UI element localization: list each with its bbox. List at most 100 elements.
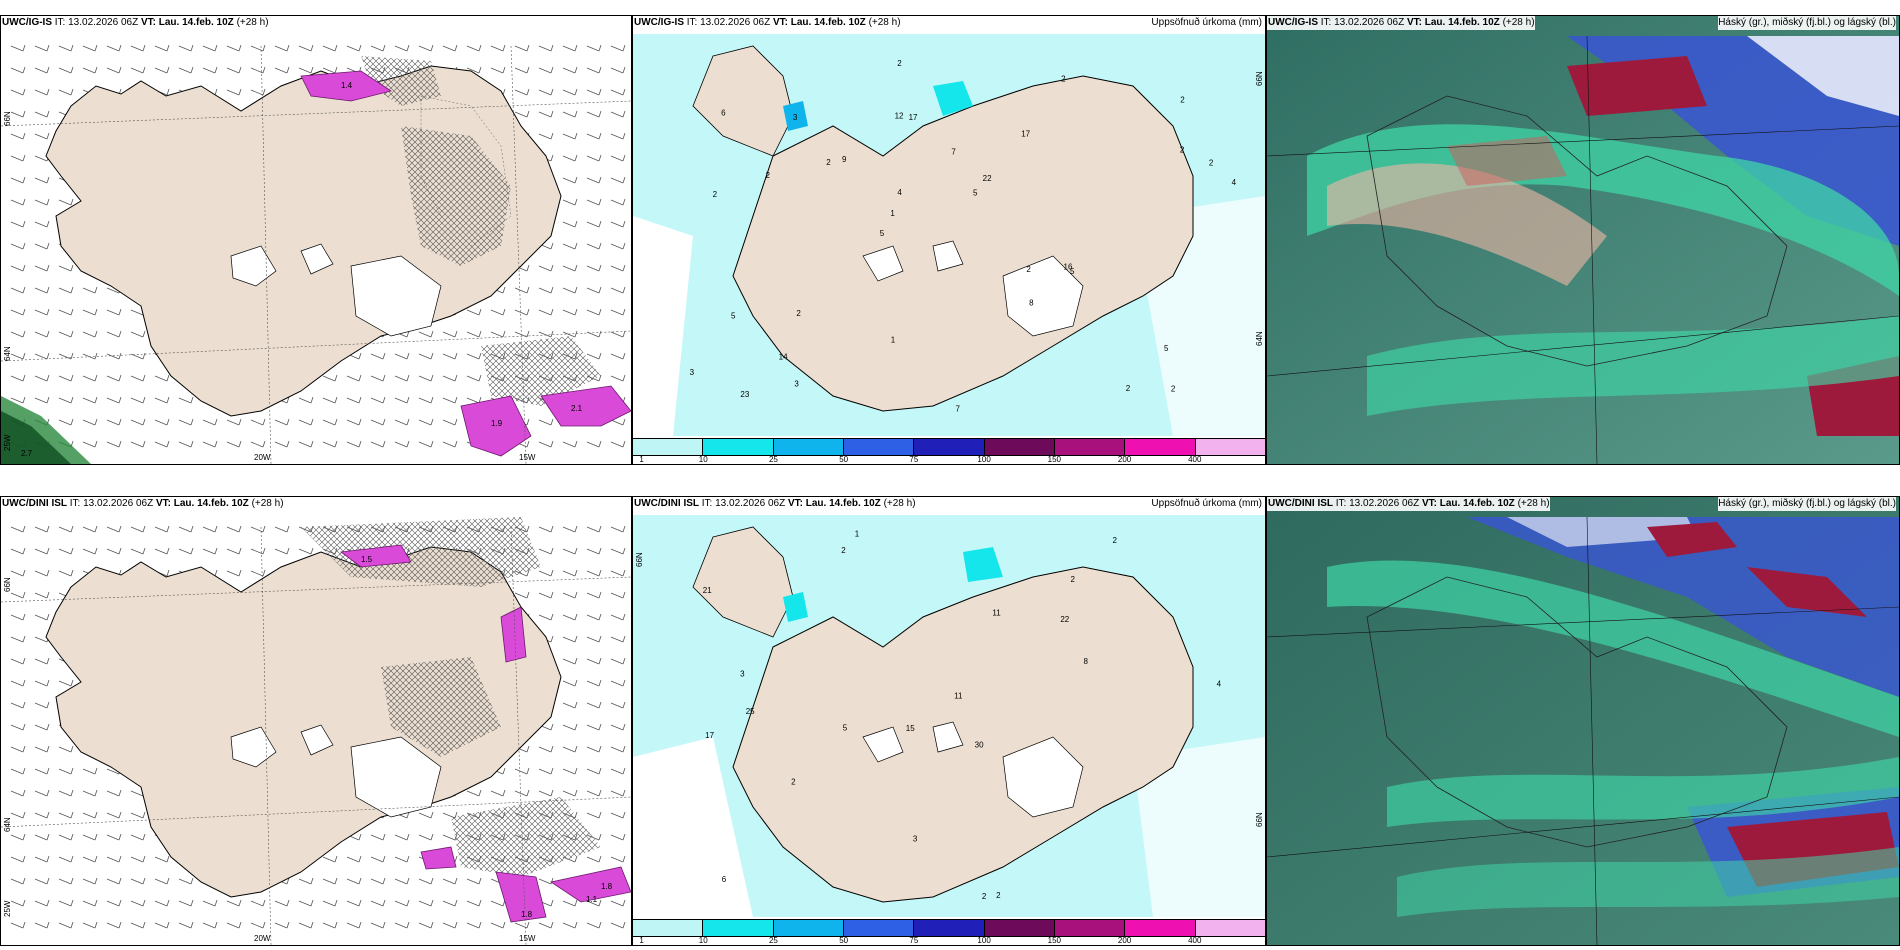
wind-barb-flag	[382, 440, 386, 448]
wind-barb-flag	[166, 88, 170, 96]
lat-label: 25W	[3, 434, 12, 451]
wind-barb	[82, 45, 96, 52]
wind-barb	[610, 221, 624, 228]
wind-barb	[442, 375, 456, 382]
wind-barb	[562, 111, 576, 118]
wind-barb-flag	[118, 352, 122, 360]
wind-barb	[586, 702, 600, 709]
wind-barb-flag	[574, 264, 578, 272]
wind-barb-flag	[166, 525, 170, 533]
wind-barb-flag	[598, 352, 602, 360]
wind-barb-flag	[310, 899, 314, 907]
wind-barb-flag	[454, 352, 458, 360]
wind-barb	[82, 922, 96, 929]
wind-barb-flag	[22, 767, 26, 775]
wind-barb-flag	[430, 352, 434, 360]
wind-barb-flag	[526, 286, 530, 294]
wind-barb	[610, 592, 624, 599]
wind-barb	[34, 221, 48, 228]
wind-barb	[562, 790, 576, 797]
wind-barb-flag	[598, 440, 602, 448]
wind-barb-flag	[166, 66, 170, 74]
precip-value: 30	[975, 741, 984, 750]
wind-barb-flag	[478, 899, 482, 907]
precip-value: 3	[913, 835, 918, 844]
wind-barb-flag	[550, 286, 554, 294]
wind-barb-flag	[118, 547, 122, 555]
wind-barb-flag	[214, 440, 218, 448]
legend-tick: 75	[909, 936, 919, 945]
wind-barb-flag	[22, 176, 26, 184]
wind-barb-flag	[22, 132, 26, 140]
wind-barb	[442, 922, 456, 929]
wind-barb	[298, 441, 312, 448]
wind-barb	[562, 768, 576, 775]
wind-barb-flag	[358, 352, 362, 360]
wind-barb-flag	[574, 88, 578, 96]
wind-barb-flag	[70, 767, 74, 775]
wind-barb	[274, 419, 288, 426]
wind-barb-flag	[526, 330, 530, 338]
wind-barb	[106, 287, 120, 294]
wind-barb-flag	[334, 921, 338, 929]
wind-barb-flag	[214, 418, 218, 426]
wind-barb	[538, 111, 552, 118]
panel-clouds-bottom: UWC/DINI ISL IT: 13.02.2026 06Z VT: Lau.…	[1266, 496, 1900, 946]
wind-barb	[394, 419, 408, 426]
wind-barb-flag	[46, 767, 50, 775]
wind-barb-flag	[382, 855, 386, 863]
wind-barb	[610, 570, 624, 577]
wind-barb	[442, 441, 456, 448]
wind-barb-flag	[550, 921, 554, 929]
precip-value: 1	[891, 336, 896, 345]
wind-barb-flag	[190, 877, 194, 885]
wind-barb	[106, 67, 120, 74]
wind-barb	[226, 419, 240, 426]
wind-barb	[466, 922, 480, 929]
precip-value: 1	[855, 530, 860, 539]
wind-barb-flag	[22, 833, 26, 841]
wind-barb	[34, 243, 48, 250]
precip-value: 17	[909, 113, 918, 122]
wind-barb-flag	[622, 198, 626, 206]
wind-barb-flag	[406, 855, 410, 863]
wind-barb	[538, 45, 552, 52]
wind-barb-flag	[214, 921, 218, 929]
wind-barb-flag	[22, 899, 26, 907]
wind-barb	[490, 790, 504, 797]
wind-barb	[58, 397, 72, 404]
wind-barb	[538, 746, 552, 753]
wind-barb	[418, 900, 432, 907]
wind-barb	[586, 526, 600, 533]
wind-barb	[34, 309, 48, 316]
wind-barb	[10, 900, 24, 907]
wind-barb-flag	[190, 899, 194, 907]
wind-barb	[226, 67, 240, 74]
wind-barb	[586, 680, 600, 687]
wind-barb	[226, 45, 240, 52]
wind-barb-flag	[574, 899, 578, 907]
wind-barb-flag	[550, 899, 554, 907]
wind-barb-flag	[70, 308, 74, 316]
precip-value: 2	[897, 59, 902, 68]
wind-barb	[298, 397, 312, 404]
wind-barb	[562, 570, 576, 577]
wind-barb-flag	[70, 789, 74, 797]
precip-value: 23	[740, 390, 749, 399]
wind-barb	[82, 67, 96, 74]
wind-barb	[10, 570, 24, 577]
wind-barb	[34, 636, 48, 643]
wind-barb-flag	[358, 855, 362, 863]
wind-barb-flag	[22, 701, 26, 709]
wind-barb-flag	[142, 44, 146, 52]
wind-barb	[586, 287, 600, 294]
wind-barb	[562, 658, 576, 665]
wind-barb	[130, 526, 144, 533]
wind-barb	[10, 155, 24, 162]
wind-barb-flag	[46, 855, 50, 863]
wind-barb	[610, 89, 624, 96]
model-name: UWC/DINI ISL	[2, 498, 67, 509]
wind-barb-flag	[550, 440, 554, 448]
wind-barb-flag	[622, 440, 626, 448]
wind-barb	[178, 922, 192, 929]
